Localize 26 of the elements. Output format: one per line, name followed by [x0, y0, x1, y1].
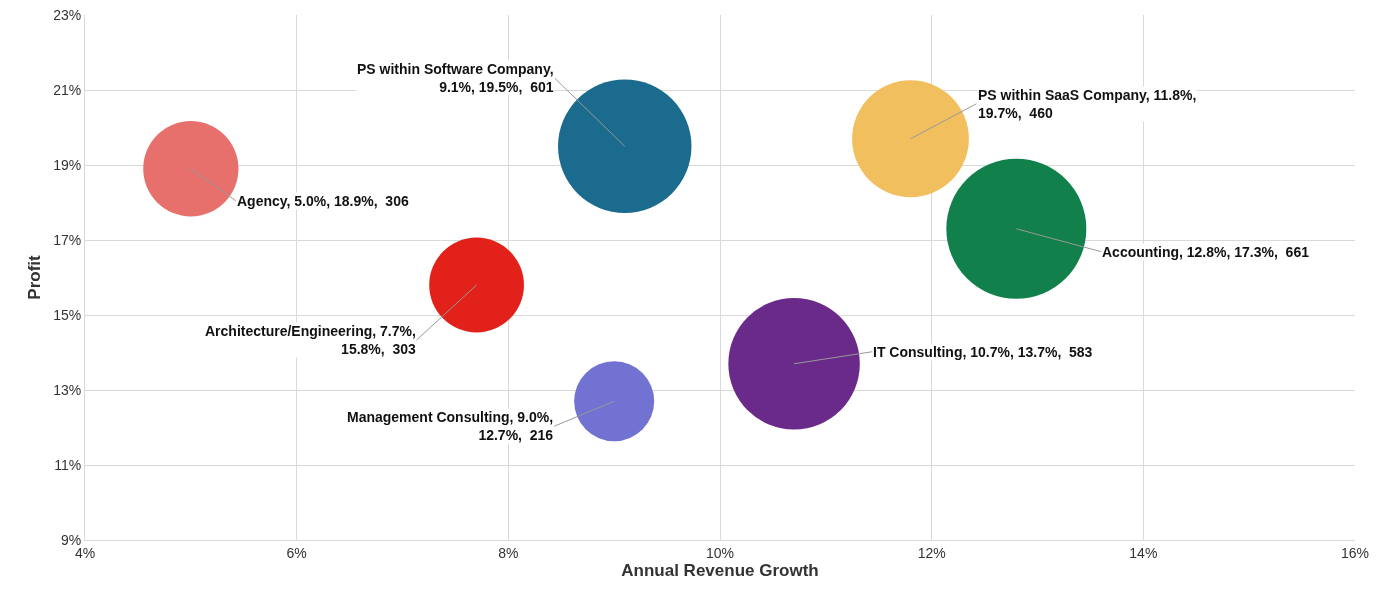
x-axis-title: Annual Revenue Growth [621, 561, 819, 581]
text: PS within SaaS Company, 11.8%, [978, 87, 1197, 103]
text: Management Consulting, 9.0%, [347, 409, 554, 425]
text: Agency, 5.0%, 18.9%, 306 [237, 193, 409, 209]
text: IT Consulting, 10.7%, 13.7%, 583 [873, 344, 1093, 360]
text: Accounting, 12.8%, 17.3%, 661 [1102, 244, 1309, 260]
text: 19.7%, 460 [978, 105, 1053, 122]
x-tick-label: 6% [286, 544, 307, 561]
x-tick-label: 12% [917, 544, 946, 561]
y-tick-label: 11% [54, 456, 82, 473]
text: 9.1%, 19.5%, 601 [439, 79, 554, 96]
y-tick-label: 23% [53, 6, 82, 23]
x-tick-label: 14% [1129, 544, 1158, 561]
y-tick-label: 17% [53, 231, 82, 248]
x-tick-label: 8% [498, 544, 519, 561]
text: Architecture/Engineering, 7.7%, [205, 323, 416, 339]
x-tick-label: 10% [705, 544, 735, 561]
x-tick-label: 16% [1340, 544, 1370, 561]
y-tick-label: 19% [53, 156, 82, 173]
y-tick-label: 21% [53, 81, 82, 98]
text: 12.7%, 216 [478, 427, 554, 444]
text: PS within Software Company, [357, 61, 554, 77]
y-tick-label: 13% [53, 381, 82, 398]
text: 15.8%, 303 [341, 341, 416, 358]
y-axis-title: Profit [24, 254, 44, 300]
y-tick-label: 15% [53, 306, 82, 323]
